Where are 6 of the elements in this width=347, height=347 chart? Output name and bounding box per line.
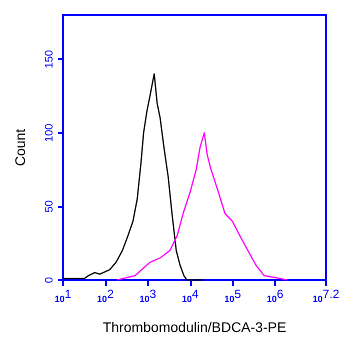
x-axis-title: Thrombomodulin/BDCA-3-PE — [102, 319, 286, 335]
y-tick-label: 150 — [44, 50, 56, 68]
y-axis-title: Count — [12, 128, 28, 166]
y-tick-label: 100 — [44, 124, 56, 142]
y-tick-label: 0 — [44, 276, 56, 284]
y-tick-label: 50 — [44, 200, 56, 213]
